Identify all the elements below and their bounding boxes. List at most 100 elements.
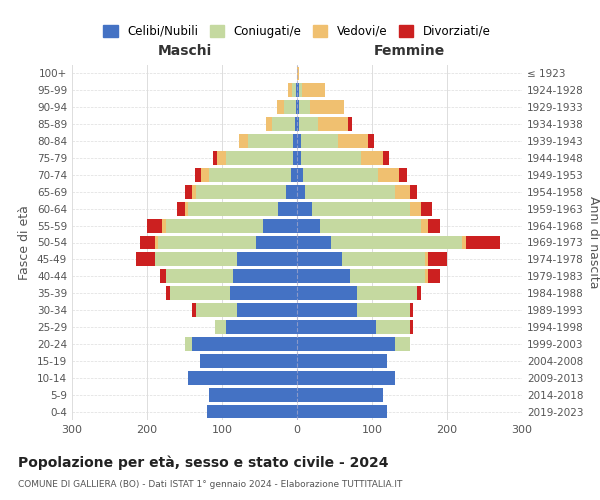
Bar: [297, 202, 312, 215]
Bar: [297, 134, 301, 148]
Bar: [295, 117, 297, 131]
Bar: [297, 117, 299, 131]
Bar: [139, 236, 155, 250]
Bar: [277, 100, 284, 114]
Bar: [201, 168, 209, 182]
Bar: [395, 185, 409, 198]
Bar: [302, 84, 325, 98]
Bar: [297, 84, 299, 98]
Bar: [239, 134, 248, 148]
Bar: [166, 270, 233, 283]
Bar: [195, 168, 201, 182]
Bar: [147, 218, 162, 232]
Bar: [160, 270, 166, 283]
Bar: [166, 286, 170, 300]
Bar: [297, 218, 320, 232]
Bar: [297, 303, 357, 317]
Bar: [192, 185, 196, 198]
Bar: [357, 286, 417, 300]
Bar: [297, 100, 299, 114]
Bar: [297, 404, 387, 418]
Bar: [318, 117, 348, 131]
Bar: [293, 134, 297, 148]
Bar: [399, 168, 407, 182]
Bar: [263, 218, 297, 232]
Bar: [196, 303, 237, 317]
Text: Maschi: Maschi: [157, 44, 212, 58]
Bar: [284, 100, 296, 114]
Bar: [226, 151, 293, 165]
Bar: [288, 84, 292, 98]
Bar: [299, 84, 302, 98]
Bar: [256, 236, 297, 250]
Bar: [342, 252, 425, 266]
Bar: [292, 84, 296, 98]
Bar: [303, 168, 378, 182]
Bar: [462, 236, 466, 250]
Y-axis label: Fasce di età: Fasce di età: [19, 205, 31, 280]
Bar: [207, 404, 297, 418]
Bar: [188, 202, 278, 215]
Bar: [155, 252, 237, 266]
Bar: [349, 270, 425, 283]
Bar: [199, 354, 297, 368]
Bar: [209, 168, 291, 182]
Bar: [196, 185, 286, 198]
Bar: [378, 168, 399, 182]
Bar: [310, 100, 343, 114]
Bar: [376, 320, 409, 334]
Bar: [383, 151, 389, 165]
Bar: [301, 134, 338, 148]
Bar: [185, 185, 192, 198]
Bar: [421, 218, 428, 232]
Bar: [348, 117, 352, 131]
Bar: [297, 388, 383, 402]
Bar: [166, 218, 263, 232]
Bar: [305, 185, 395, 198]
Bar: [395, 337, 409, 351]
Text: Popolazione per età, sesso e stato civile - 2024: Popolazione per età, sesso e stato civil…: [18, 455, 389, 469]
Bar: [177, 202, 185, 215]
Bar: [320, 218, 421, 232]
Bar: [338, 134, 368, 148]
Bar: [162, 218, 166, 232]
Bar: [248, 134, 293, 148]
Bar: [266, 117, 272, 131]
Bar: [428, 270, 439, 283]
Bar: [357, 303, 409, 317]
Bar: [286, 185, 297, 198]
Bar: [425, 270, 428, 283]
Bar: [217, 151, 226, 165]
Text: COMUNE DI GALLIERA (BO) - Dati ISTAT 1° gennaio 2024 - Elaborazione TUTTITALIA.I: COMUNE DI GALLIERA (BO) - Dati ISTAT 1° …: [18, 480, 403, 489]
Bar: [297, 185, 305, 198]
Bar: [237, 252, 297, 266]
Bar: [188, 371, 297, 384]
Bar: [229, 286, 297, 300]
Bar: [466, 236, 499, 250]
Bar: [209, 388, 297, 402]
Bar: [213, 151, 217, 165]
Bar: [361, 151, 383, 165]
Bar: [192, 337, 297, 351]
Bar: [296, 84, 297, 98]
Bar: [185, 202, 188, 215]
Bar: [409, 303, 413, 317]
Bar: [409, 320, 413, 334]
Bar: [297, 270, 349, 283]
Bar: [409, 185, 417, 198]
Bar: [192, 303, 196, 317]
Bar: [297, 252, 342, 266]
Bar: [291, 168, 297, 182]
Bar: [278, 202, 297, 215]
Bar: [417, 286, 421, 300]
Bar: [368, 134, 374, 148]
Bar: [299, 117, 318, 131]
Bar: [297, 371, 395, 384]
Bar: [297, 66, 299, 80]
Bar: [170, 286, 229, 300]
Bar: [297, 337, 395, 351]
Bar: [155, 236, 158, 250]
Bar: [409, 202, 421, 215]
Bar: [296, 100, 297, 114]
Bar: [215, 320, 226, 334]
